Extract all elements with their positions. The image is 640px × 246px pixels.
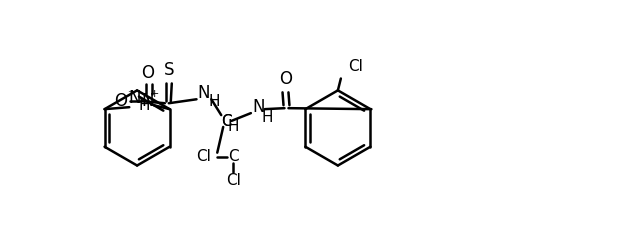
Text: ⁻: ⁻ — [127, 88, 133, 101]
Text: C: C — [221, 113, 232, 128]
Text: +: + — [150, 89, 159, 99]
Text: H: H — [209, 94, 220, 109]
Text: Cl: Cl — [196, 149, 211, 164]
Text: N: N — [128, 89, 140, 107]
Text: N: N — [197, 84, 210, 102]
Text: C: C — [228, 149, 238, 164]
Text: N: N — [141, 92, 154, 110]
Text: H: H — [138, 98, 150, 113]
Text: O: O — [114, 92, 127, 110]
Text: H: H — [227, 120, 239, 135]
Text: S: S — [164, 61, 174, 79]
Text: H: H — [262, 109, 273, 124]
Text: Cl: Cl — [348, 59, 363, 74]
Text: O: O — [141, 63, 154, 82]
Text: C: C — [221, 113, 232, 128]
Text: Cl: Cl — [226, 173, 241, 188]
Text: N: N — [253, 98, 265, 116]
Text: O: O — [279, 70, 292, 88]
